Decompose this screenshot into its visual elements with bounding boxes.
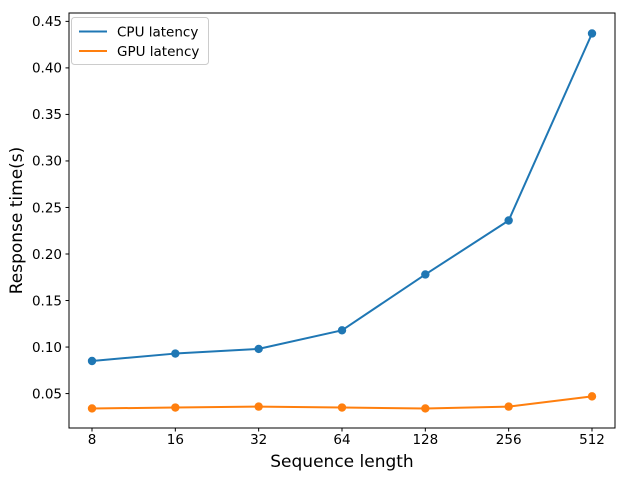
y-tick-label: 0.20 bbox=[32, 247, 62, 263]
cpu-latency-marker bbox=[504, 216, 513, 225]
gpu-latency-marker bbox=[504, 402, 513, 411]
cpu-latency-marker bbox=[87, 356, 97, 366]
gpu-latency-marker bbox=[337, 403, 347, 412]
gpu-latency-marker bbox=[87, 404, 97, 413]
gpu-latency-marker bbox=[587, 392, 597, 401]
cpu-latency-marker bbox=[171, 349, 180, 358]
y-tick-label: 0.15 bbox=[32, 293, 62, 309]
legend-frame bbox=[71, 17, 209, 65]
x-tick-label: 8 bbox=[88, 432, 97, 448]
cpu-latency-marker bbox=[337, 326, 347, 335]
gpu-latency-marker bbox=[171, 403, 180, 412]
legend: CPU latency GPU latency bbox=[71, 17, 209, 65]
y-tick-label: 0.30 bbox=[32, 154, 62, 170]
gpu-latency-marker bbox=[421, 404, 430, 413]
plot-area bbox=[69, 13, 615, 428]
y-axis-label: Response time(s) bbox=[7, 147, 27, 295]
x-tick-label: 128 bbox=[412, 432, 438, 448]
x-tick-label: 32 bbox=[250, 432, 267, 448]
cpu-latency-marker bbox=[421, 270, 430, 279]
legend-label: CPU latency bbox=[117, 24, 198, 40]
cpu-latency-marker bbox=[587, 29, 597, 38]
x-tick-label: 16 bbox=[167, 432, 184, 448]
legend-label: GPU latency bbox=[117, 44, 199, 60]
y-tick-label: 0.40 bbox=[32, 61, 62, 77]
y-tick-label: 0.25 bbox=[32, 200, 62, 216]
y-tick-label: 0.45 bbox=[32, 14, 62, 30]
y-tick-label: 0.05 bbox=[32, 386, 62, 402]
y-tick-label: 0.10 bbox=[32, 340, 62, 356]
y-tick-label: 0.35 bbox=[32, 107, 62, 123]
gpu-latency-marker bbox=[254, 402, 263, 411]
x-tick-label: 256 bbox=[496, 432, 522, 448]
x-tick-label: 512 bbox=[579, 432, 605, 448]
x-tick-label: 64 bbox=[333, 432, 350, 448]
cpu-latency-marker bbox=[254, 344, 263, 354]
x-axis-label: Sequence length bbox=[270, 452, 413, 472]
